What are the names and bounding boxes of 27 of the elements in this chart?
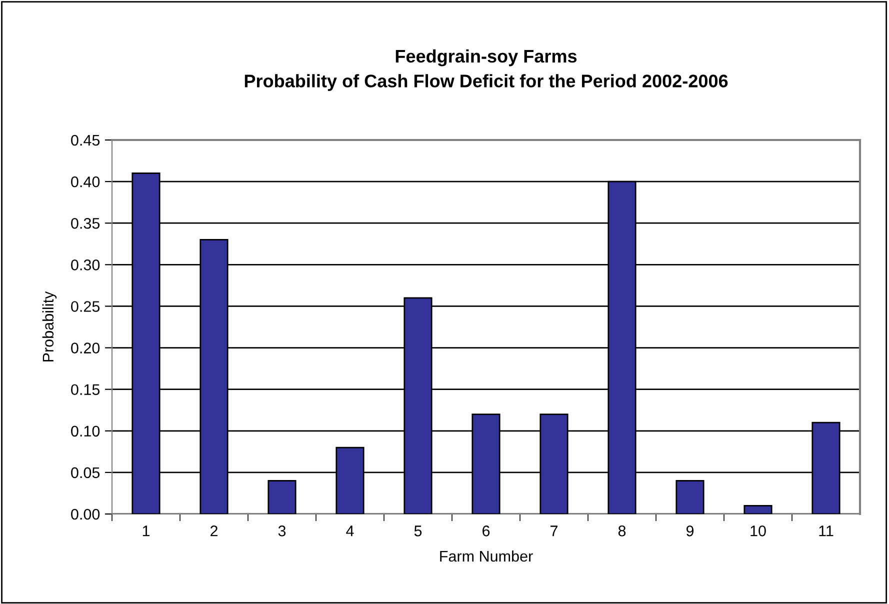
x-axis-title: Farm Number (440, 550, 533, 562)
y-tick-label: 0.05 (71, 467, 100, 478)
y-axis-title: Probability (42, 291, 57, 362)
bar (676, 480, 704, 514)
x-tick-label: 7 (550, 526, 558, 536)
x-tick-label: 11 (819, 526, 834, 536)
x-tick-label: 3 (278, 526, 286, 536)
x-tick-label: 2 (210, 526, 218, 536)
y-tick-label: 0.25 (71, 301, 100, 312)
y-tick-label: 0.30 (71, 260, 100, 270)
y-tick-label: 0.20 (71, 342, 100, 354)
x-tick-label: 4 (346, 526, 354, 536)
y-tick-label: 0.00 (71, 508, 100, 520)
y-tick-label: 0.45 (71, 134, 100, 146)
x-tick-label: 9 (686, 526, 694, 536)
y-tick-label: 0.15 (71, 384, 100, 396)
x-tick-label: 10 (750, 526, 766, 536)
chart-title: Feedgrain-soy Farms Probability of Cash Flow Deficit for the Period 2002-2006 (244, 49, 728, 91)
bar (744, 504, 772, 514)
y-tick-label: 0.35 (71, 218, 100, 229)
y-tick-label: 0.10 (71, 426, 100, 437)
x-tick-label: 5 (414, 526, 422, 536)
x-tick-label: 8 (618, 526, 626, 536)
x-tick-label: 6 (482, 526, 490, 536)
y-tick-label: 0.40 (71, 176, 100, 188)
bar (268, 480, 296, 514)
x-tick-label: 1 (142, 526, 150, 536)
